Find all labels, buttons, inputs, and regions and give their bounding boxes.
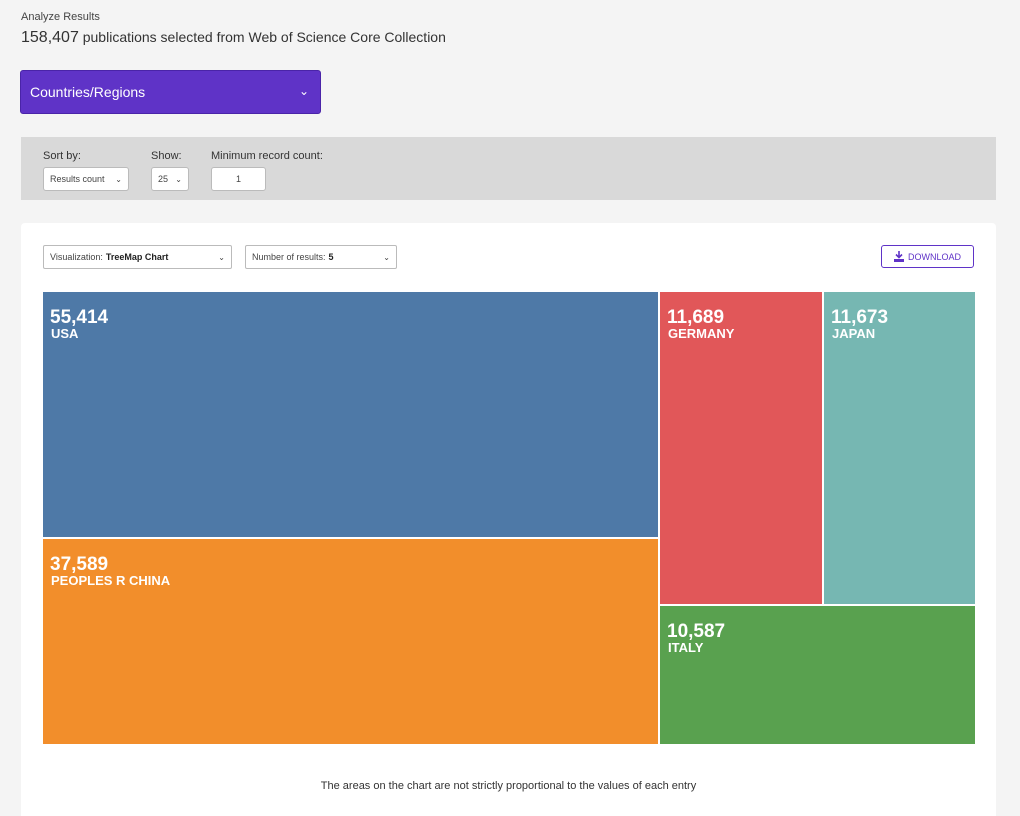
chart-card: Visualization: TreeMap Chart ⌄ Number of … bbox=[21, 223, 996, 816]
treemap-tile-value: 55,414 bbox=[50, 307, 109, 328]
sort-label: Sort by: bbox=[43, 150, 81, 162]
chart-note: The areas on the chart are not strictly … bbox=[320, 780, 697, 792]
chevron-down-icon: ⌄ bbox=[218, 252, 225, 262]
visualization-label: Visualization: bbox=[50, 252, 103, 262]
treemap-tile-value: 11,673 bbox=[831, 307, 889, 328]
treemap-tile-label: JAPAN bbox=[832, 326, 876, 341]
treemap-tile-label: USA bbox=[51, 326, 79, 341]
chevron-down-icon: ⌄ bbox=[298, 84, 309, 98]
treemap-tile-value: 11,689 bbox=[667, 307, 725, 328]
field-select-dropdown[interactable]: Countries/Regions ⌄ bbox=[20, 70, 321, 114]
min-count-label: Minimum record count: bbox=[211, 150, 323, 162]
number-of-results-value: 5 bbox=[328, 252, 334, 262]
download-label: DOWNLOAD bbox=[907, 251, 961, 262]
treemap-tile-label: GERMANY bbox=[668, 326, 735, 341]
filter-bar: Sort by: Results count ⌄ Show: 25 ⌄ Mini… bbox=[21, 137, 996, 200]
show-select[interactable]: 25 ⌄ bbox=[151, 167, 189, 191]
number-of-results-select[interactable]: Number of results: 5 ⌄ bbox=[245, 245, 397, 269]
chevron-down-icon: ⌄ bbox=[115, 174, 122, 184]
sort-group: Sort by: Results count ⌄ bbox=[43, 150, 129, 191]
treemap-tile-label: ITALY bbox=[668, 640, 704, 655]
treemap-tile-value: 10,587 bbox=[667, 621, 726, 642]
min-count-group: Minimum record count: 1 bbox=[211, 150, 323, 191]
results-subtitle: publications selected from Web of Scienc… bbox=[82, 29, 446, 45]
min-count-input[interactable]: 1 bbox=[211, 167, 266, 191]
field-select-label: Countries/Regions bbox=[30, 84, 146, 100]
sort-select[interactable]: Results count ⌄ bbox=[43, 167, 129, 191]
sort-value: Results count bbox=[50, 174, 105, 184]
number-of-results-text: Number of results: 5 bbox=[252, 252, 334, 262]
show-label: Show: bbox=[151, 150, 182, 162]
treemap-tile-italy[interactable]: 10,587 ITALY bbox=[660, 606, 975, 744]
download-button[interactable]: DOWNLOAD bbox=[881, 245, 974, 268]
visualization-value: TreeMap Chart bbox=[105, 252, 169, 262]
download-icon bbox=[893, 251, 904, 262]
results-summary: 158,407 publications selected from Web o… bbox=[21, 29, 446, 47]
number-of-results-label: Number of results: bbox=[252, 252, 326, 262]
chevron-down-icon: ⌄ bbox=[383, 252, 390, 262]
chevron-down-icon: ⌄ bbox=[175, 174, 182, 184]
treemap-tile-value: 37,589 bbox=[50, 554, 109, 575]
visualization-text: Visualization: TreeMap Chart bbox=[50, 252, 168, 262]
treemap-tile-usa[interactable]: 55,414 USA bbox=[43, 292, 658, 537]
visualization-select[interactable]: Visualization: TreeMap Chart ⌄ bbox=[43, 245, 232, 269]
treemap-chart: 55,414 USA 37,589 PEOPLES R CHINA 11,689 GERM… bbox=[43, 292, 975, 744]
treemap-tile-peoples-r-china[interactable]: 37,589 PEOPLES R CHINA bbox=[43, 539, 658, 744]
treemap-tile-germany[interactable]: 11,689 GERMANY bbox=[660, 292, 822, 604]
page-title: Analyze Results bbox=[21, 11, 100, 23]
results-count: 158,407 bbox=[21, 29, 79, 46]
treemap-tile-japan[interactable]: 11,673 JAPAN bbox=[824, 292, 975, 604]
show-value: 25 bbox=[158, 174, 169, 184]
show-group: Show: 25 ⌄ bbox=[151, 150, 189, 191]
treemap-tile-label: PEOPLES R CHINA bbox=[51, 573, 171, 588]
